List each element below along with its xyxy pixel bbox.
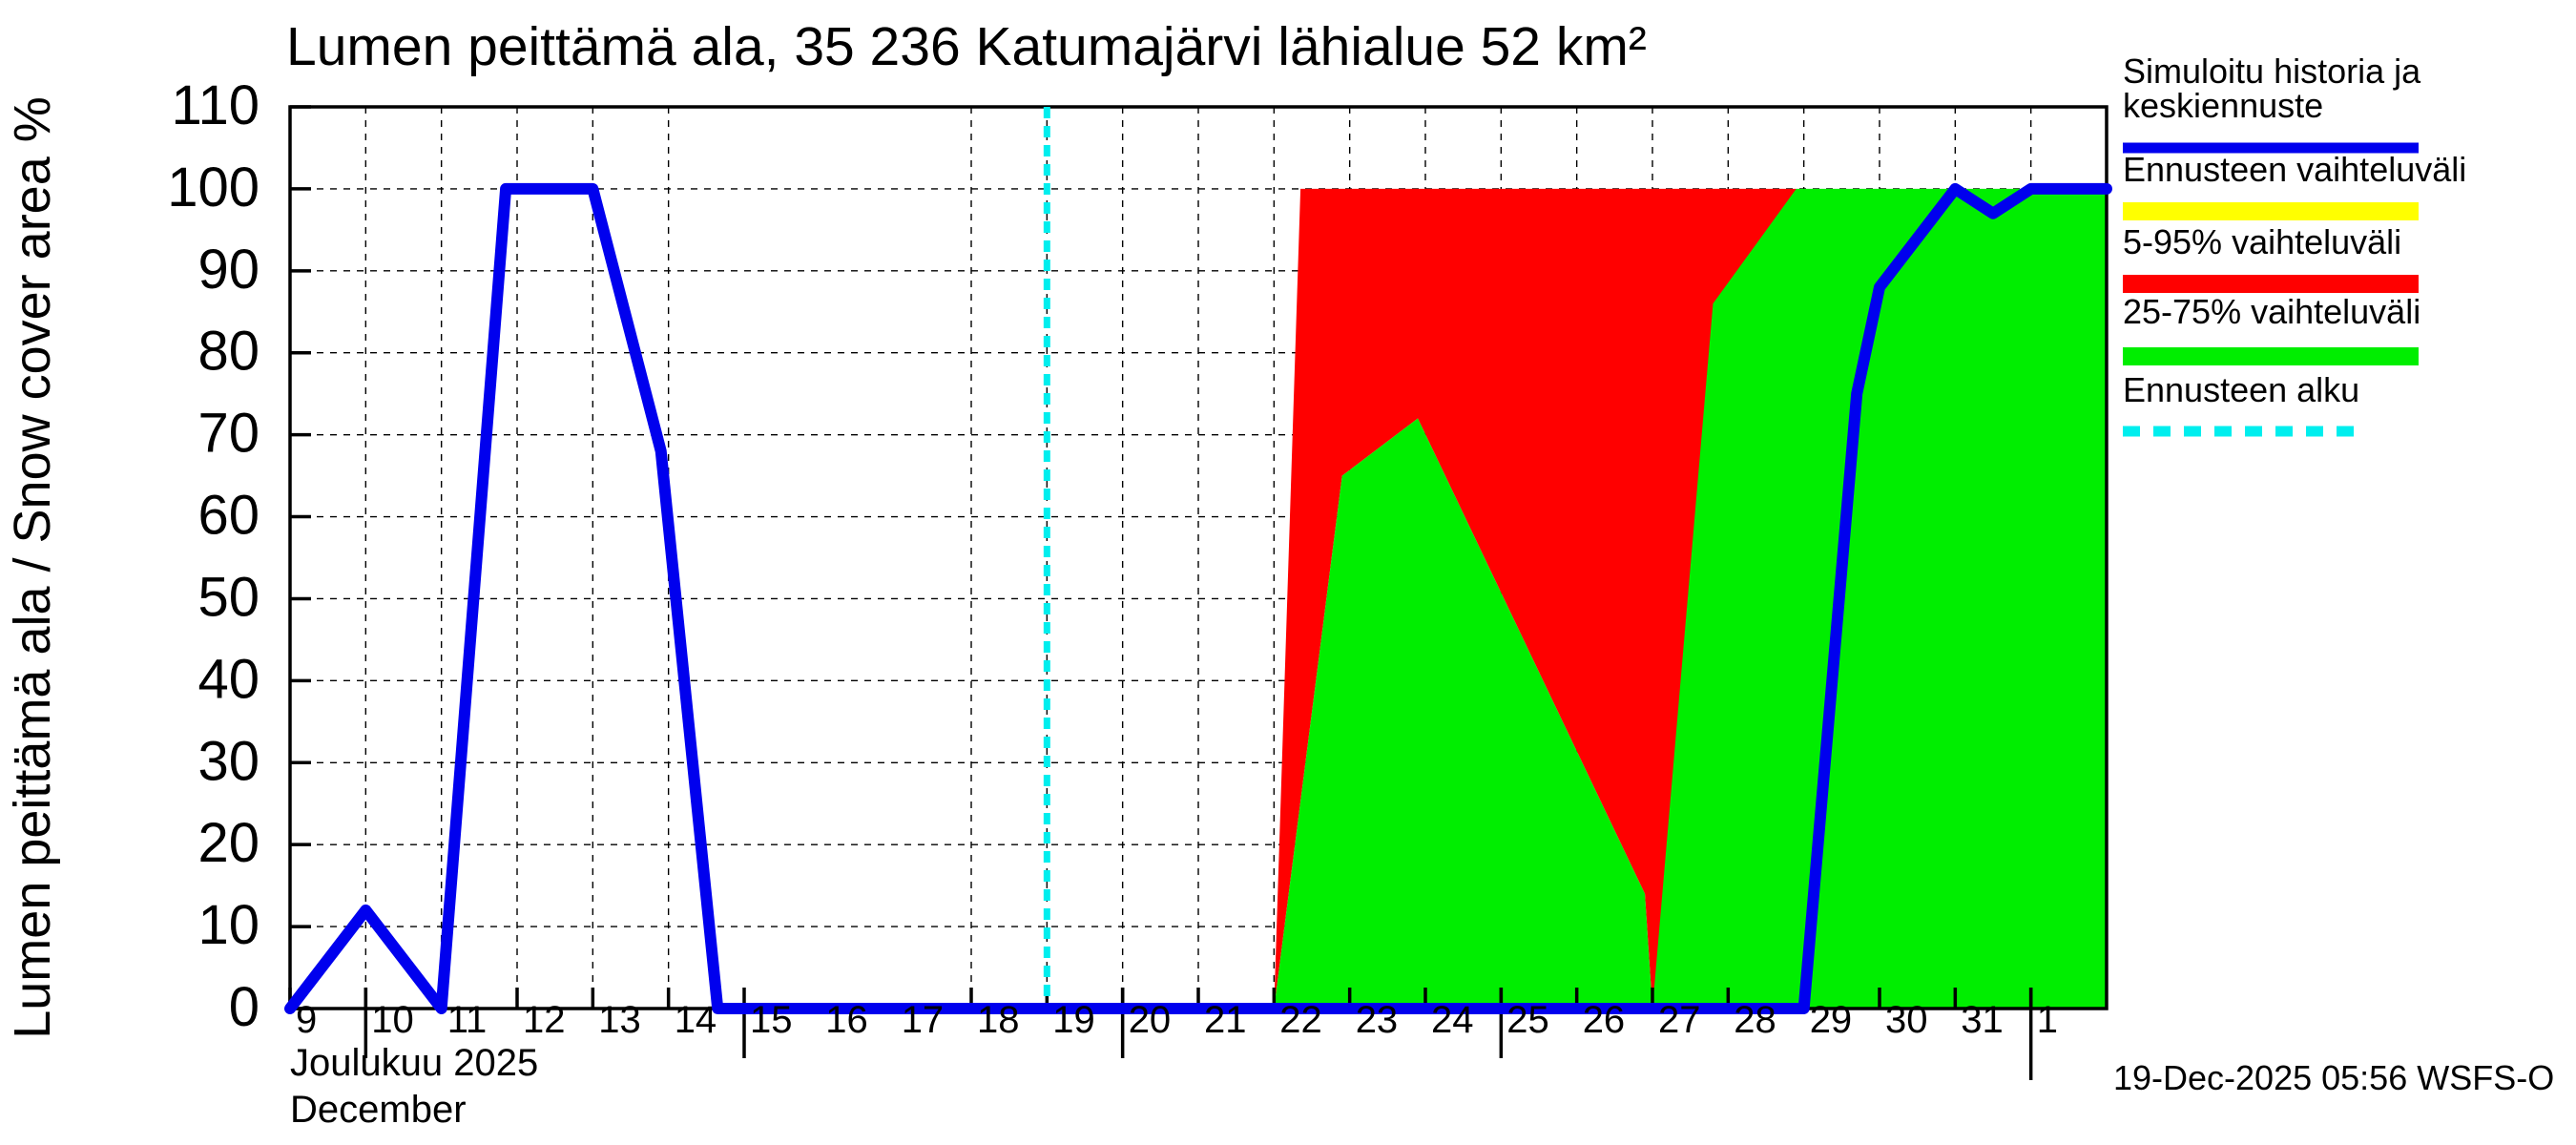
svg-text:10: 10 xyxy=(197,894,260,956)
svg-text:Joulukuu 2025: Joulukuu 2025 xyxy=(290,1042,538,1084)
svg-text:24: 24 xyxy=(1431,999,1474,1041)
svg-text:13: 13 xyxy=(598,999,641,1041)
svg-text:26: 26 xyxy=(1583,999,1626,1041)
svg-text:30: 30 xyxy=(197,730,260,792)
svg-text:31: 31 xyxy=(1961,999,2004,1041)
svg-text:15: 15 xyxy=(750,999,793,1041)
svg-text:10: 10 xyxy=(371,999,414,1041)
svg-text:19-Dec-2025 05:56 WSFS-O: 19-Dec-2025 05:56 WSFS-O xyxy=(2113,1058,2554,1097)
svg-text:5-95% vaihteluväli: 5-95% vaihteluväli xyxy=(2123,222,2401,261)
svg-text:12: 12 xyxy=(523,999,566,1041)
svg-text:70: 70 xyxy=(197,403,260,465)
svg-text:17: 17 xyxy=(902,999,945,1041)
svg-text:50: 50 xyxy=(197,567,260,629)
svg-text:22: 22 xyxy=(1279,999,1322,1041)
svg-text:30: 30 xyxy=(1885,999,1928,1041)
svg-text:28: 28 xyxy=(1734,999,1776,1041)
svg-text:keskiennuste: keskiennuste xyxy=(2123,86,2323,125)
svg-text:Ennusteen alku: Ennusteen alku xyxy=(2123,370,2359,409)
svg-text:11: 11 xyxy=(447,999,488,1041)
svg-text:16: 16 xyxy=(825,999,868,1041)
svg-text:60: 60 xyxy=(197,485,260,547)
svg-text:December: December xyxy=(290,1089,467,1131)
svg-text:40: 40 xyxy=(197,648,260,710)
svg-text:0: 0 xyxy=(229,976,260,1038)
svg-text:Lumen peittämä ala, 35 236 Kat: Lumen peittämä ala, 35 236 Katumajärvi l… xyxy=(286,16,1647,77)
svg-text:20: 20 xyxy=(1129,999,1172,1041)
svg-text:20: 20 xyxy=(197,812,260,874)
svg-text:80: 80 xyxy=(197,321,260,383)
svg-text:100: 100 xyxy=(167,156,260,219)
svg-text:25-75% vaihteluväli: 25-75% vaihteluväli xyxy=(2123,292,2420,331)
svg-text:18: 18 xyxy=(977,999,1020,1041)
svg-text:29: 29 xyxy=(1810,999,1853,1041)
svg-text:Lumen peittämä ala / Snow cove: Lumen peittämä ala / Snow cover area % xyxy=(4,96,61,1039)
svg-text:Simuloitu historia ja: Simuloitu historia ja xyxy=(2123,52,2421,91)
svg-text:90: 90 xyxy=(197,239,260,301)
svg-text:14: 14 xyxy=(675,999,717,1041)
svg-text:21: 21 xyxy=(1204,999,1247,1041)
svg-text:110: 110 xyxy=(172,74,260,136)
svg-text:23: 23 xyxy=(1356,999,1399,1041)
svg-text:Ennusteen vaihteluväli: Ennusteen vaihteluväli xyxy=(2123,150,2466,189)
svg-text:9: 9 xyxy=(296,999,317,1041)
svg-text:1: 1 xyxy=(2037,999,2058,1041)
svg-text:19: 19 xyxy=(1052,999,1095,1041)
svg-text:25: 25 xyxy=(1506,999,1549,1041)
svg-text:27: 27 xyxy=(1658,999,1701,1041)
